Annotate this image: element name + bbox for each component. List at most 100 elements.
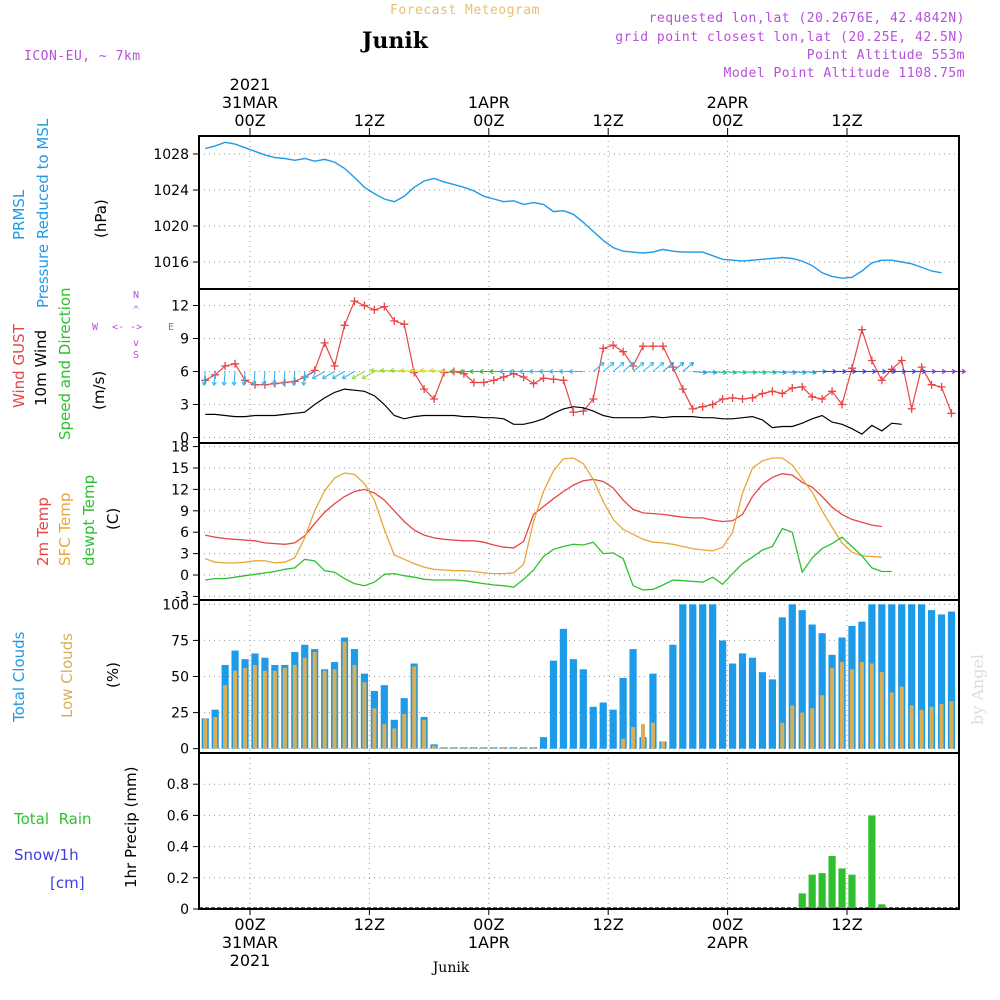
wind-arrow <box>322 371 335 379</box>
wind-arrow <box>782 370 797 374</box>
wind-arrow <box>352 371 365 379</box>
y-tick-label-3: -3 <box>175 589 189 605</box>
wind-arrow-head <box>331 374 337 380</box>
wind-arrow <box>243 371 246 386</box>
low-cloud-bar <box>949 701 954 749</box>
model-point-altitude: Model Point Altitude 1108.75m <box>724 66 965 81</box>
total-cloud-bar <box>719 640 727 749</box>
bottom-time-label: 1APR <box>468 933 510 952</box>
low-cloud-bar <box>402 714 407 749</box>
wind-arrow <box>722 370 737 374</box>
gust-marker <box>658 342 667 351</box>
gust-marker <box>937 382 946 391</box>
rain-bar <box>878 904 886 909</box>
wind-arrow-head <box>261 381 267 386</box>
total-cloud-bar <box>689 604 697 749</box>
total-cloud-bar <box>609 709 617 749</box>
wind-arrow-head <box>221 381 227 386</box>
top-time-label: 00Z <box>712 111 743 130</box>
wind-arrow-head <box>599 361 605 367</box>
y-tick-label-4: 50 <box>171 670 189 686</box>
location-title: Junik <box>360 28 429 54</box>
gust-marker <box>310 366 319 375</box>
gust-marker <box>907 404 916 413</box>
wind-arrow-head <box>559 368 564 375</box>
y-tick-label-5: 0 <box>180 902 189 918</box>
gust-marker <box>479 378 488 387</box>
top-time-label: 2021 <box>230 75 271 94</box>
label-cm: [cm] <box>50 874 85 892</box>
rain-bar <box>838 868 846 909</box>
y-tick-label-4: 75 <box>171 633 189 649</box>
low-cloud-bar <box>471 747 476 749</box>
rain-bar <box>808 874 816 909</box>
top-time-label: 31MAR <box>222 93 278 112</box>
wind-arrow <box>233 371 236 386</box>
low-cloud-bar <box>800 712 805 749</box>
y-tick-label-2: 0 <box>180 431 189 447</box>
chart-subtitle: Forecast Meteogram <box>390 3 540 18</box>
total-cloud-bar <box>798 610 806 749</box>
low-cloud-bar <box>939 703 944 749</box>
low-cloud-bar <box>531 747 536 749</box>
low-cloud-bar <box>213 716 218 749</box>
wind-arrow-head <box>961 368 966 375</box>
low-cloud-bar <box>641 724 646 749</box>
wind-arrow <box>732 370 747 374</box>
low-cloud-bar <box>252 664 257 749</box>
y-tick-label-2: 12 <box>171 299 189 315</box>
total-cloud-bar <box>908 604 916 749</box>
label-c: (C) <box>104 508 122 530</box>
wind-arrow-head <box>361 374 367 380</box>
gust-marker <box>430 395 439 403</box>
low-cloud-bar <box>660 741 665 749</box>
wind-arrow <box>312 371 325 379</box>
low-cloud-bar <box>780 722 785 749</box>
rain-bar <box>868 815 876 909</box>
wind-arrow <box>302 371 315 379</box>
wind-arrow-head <box>449 368 454 375</box>
wind-arrow <box>762 370 777 374</box>
gust-marker <box>569 408 578 417</box>
gust-marker <box>390 316 399 325</box>
gust-marker <box>559 376 568 385</box>
wind-arrow-head <box>459 368 464 375</box>
gust-marker <box>330 362 339 370</box>
y-tick-label-5: 0.8 <box>167 777 189 793</box>
compass-arrow-s: v <box>133 338 139 349</box>
compass-arrow-n: ^ <box>133 305 139 316</box>
total-cloud-bar <box>649 673 657 749</box>
total-cloud-bar <box>539 737 548 749</box>
wind-arrow-head <box>379 368 385 374</box>
low-cloud-bar <box>909 705 914 749</box>
panel-frame-1 <box>198 135 960 290</box>
wind-arrow <box>203 371 206 386</box>
wind-arrow <box>223 371 226 386</box>
low-cloud-bar <box>243 667 248 749</box>
y-tick-label-5: 0.4 <box>167 840 189 856</box>
y-tick-label-3: 9 <box>180 504 189 520</box>
gust-marker <box>609 341 618 350</box>
gust-marker <box>420 385 429 394</box>
total-cloud-bar <box>699 604 707 749</box>
gust-marker <box>877 376 886 385</box>
top-time-label: 00Z <box>473 111 504 130</box>
top-time-label: 00Z <box>234 111 265 130</box>
gust-marker <box>798 382 807 391</box>
gust-marker <box>897 356 906 365</box>
total-cloud-bar <box>888 604 896 749</box>
wind-arrow-head <box>529 368 534 375</box>
total-cloud-bar <box>709 604 717 749</box>
gust-marker <box>788 384 797 392</box>
label-2m-temp: 2m Temp <box>34 497 52 566</box>
low-cloud-bar <box>322 670 327 749</box>
y-tick-label-4: 0 <box>180 742 189 758</box>
compass-w: W <box>92 322 99 333</box>
total-cloud-bar <box>599 702 607 749</box>
total-cloud-bar <box>748 657 757 749</box>
gust-marker <box>469 378 478 387</box>
low-cloud-bar <box>292 664 297 749</box>
low-cloud-bar <box>840 662 845 749</box>
wind-arrow <box>612 362 625 372</box>
wind-arrow-head <box>669 361 675 367</box>
